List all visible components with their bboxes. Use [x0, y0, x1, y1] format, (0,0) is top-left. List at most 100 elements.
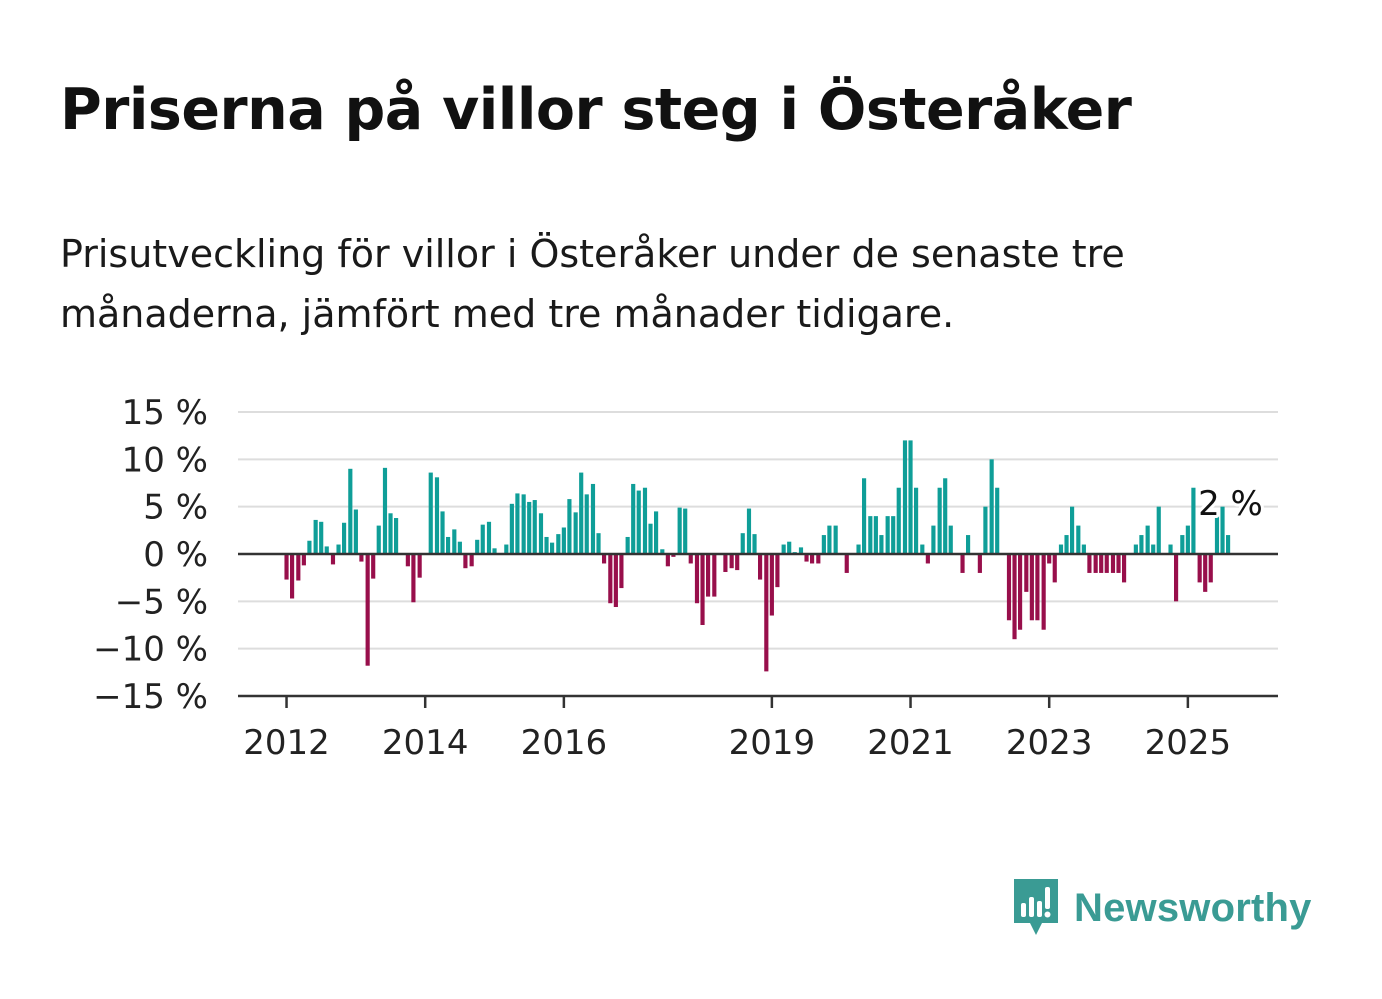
bar: [469, 554, 474, 567]
bar: [740, 533, 745, 554]
bar: [636, 490, 641, 554]
bar: [394, 518, 399, 554]
bar: [596, 533, 601, 554]
x-tick-label: 2023: [1006, 723, 1093, 763]
bar: [296, 554, 301, 581]
bar: [1208, 554, 1213, 583]
bar: [1093, 554, 1098, 573]
bar: [1156, 506, 1161, 554]
bar: [752, 534, 757, 554]
bar: [509, 503, 514, 554]
bar: [492, 548, 497, 554]
bar: [810, 554, 815, 564]
bar: [504, 544, 509, 554]
x-tick-label: 2019: [729, 723, 816, 763]
bar: [382, 467, 388, 554]
bar: [908, 440, 913, 554]
bar: [1024, 554, 1029, 592]
bar: [515, 493, 520, 554]
bar: [1099, 554, 1104, 573]
bar: [319, 521, 324, 554]
bar: [388, 513, 393, 554]
y-tick-label: 15 %: [122, 393, 208, 433]
bar: [868, 516, 873, 554]
bar: [787, 541, 792, 554]
y-tick-label: −5 %: [115, 582, 208, 622]
bar: [561, 527, 566, 554]
bar: [948, 525, 953, 554]
bar: [625, 536, 630, 554]
bar: [1047, 554, 1052, 564]
bar: [486, 521, 492, 554]
bar: [590, 483, 596, 554]
bar: [833, 525, 838, 554]
bar: [619, 554, 624, 589]
bar: [584, 494, 589, 554]
bar: [1029, 554, 1034, 621]
y-tick-label: −15 %: [93, 677, 208, 717]
bar: [538, 513, 544, 554]
bar: [1220, 506, 1225, 554]
y-tick-label: −10 %: [93, 630, 208, 670]
bar: [405, 554, 410, 567]
bar: [746, 508, 752, 554]
bar: [781, 544, 786, 554]
bar: [1122, 554, 1127, 583]
bar: [1145, 525, 1150, 554]
bar: [1203, 554, 1208, 592]
bar: [342, 522, 347, 554]
bar: [1226, 535, 1231, 554]
x-tick-label: 2016: [521, 723, 608, 763]
bar: [434, 477, 440, 554]
bar: [353, 509, 358, 554]
bar: [371, 554, 376, 579]
bar: [544, 536, 549, 554]
bar: [960, 554, 965, 573]
bar: [480, 524, 485, 554]
bar: [920, 544, 925, 554]
bar: [1139, 535, 1144, 554]
bar: [550, 542, 555, 554]
bar: [925, 554, 930, 564]
bar: [937, 487, 942, 554]
bar: [324, 546, 329, 554]
bar: [573, 512, 578, 554]
bar: [1006, 554, 1012, 621]
bar: [411, 554, 416, 603]
bar: [602, 554, 607, 564]
bar: [1214, 516, 1220, 554]
bar: [1018, 554, 1023, 630]
bar: [365, 554, 370, 666]
bar: [532, 500, 537, 554]
bar: [1185, 525, 1190, 554]
bar: [1197, 554, 1202, 583]
bar: [1012, 554, 1017, 640]
bar: [862, 478, 867, 554]
bar: [902, 440, 908, 554]
bar: [1081, 544, 1086, 554]
bar: [723, 554, 728, 572]
bar: [706, 554, 711, 597]
bar: [688, 554, 693, 564]
bar: [307, 540, 312, 554]
bar: [712, 554, 717, 597]
y-tick-label: 0 %: [143, 535, 208, 575]
bar: [428, 472, 433, 554]
bar: [821, 535, 826, 554]
bar: [527, 501, 532, 554]
bar: [804, 554, 809, 562]
bar: [891, 516, 896, 554]
bar: [301, 554, 306, 566]
bar: [1133, 544, 1138, 554]
bar: [983, 506, 988, 554]
brand-logo[interactable]: Newsworthy: [1010, 876, 1312, 940]
brand-name: Newsworthy: [1074, 885, 1312, 930]
bar: [764, 554, 769, 672]
bar: [989, 459, 994, 554]
bar: [457, 541, 462, 554]
bar: [654, 511, 659, 554]
x-tick-label: 2021: [867, 723, 954, 763]
bar: [694, 554, 700, 604]
bar: [977, 554, 982, 573]
bar: [642, 487, 648, 554]
